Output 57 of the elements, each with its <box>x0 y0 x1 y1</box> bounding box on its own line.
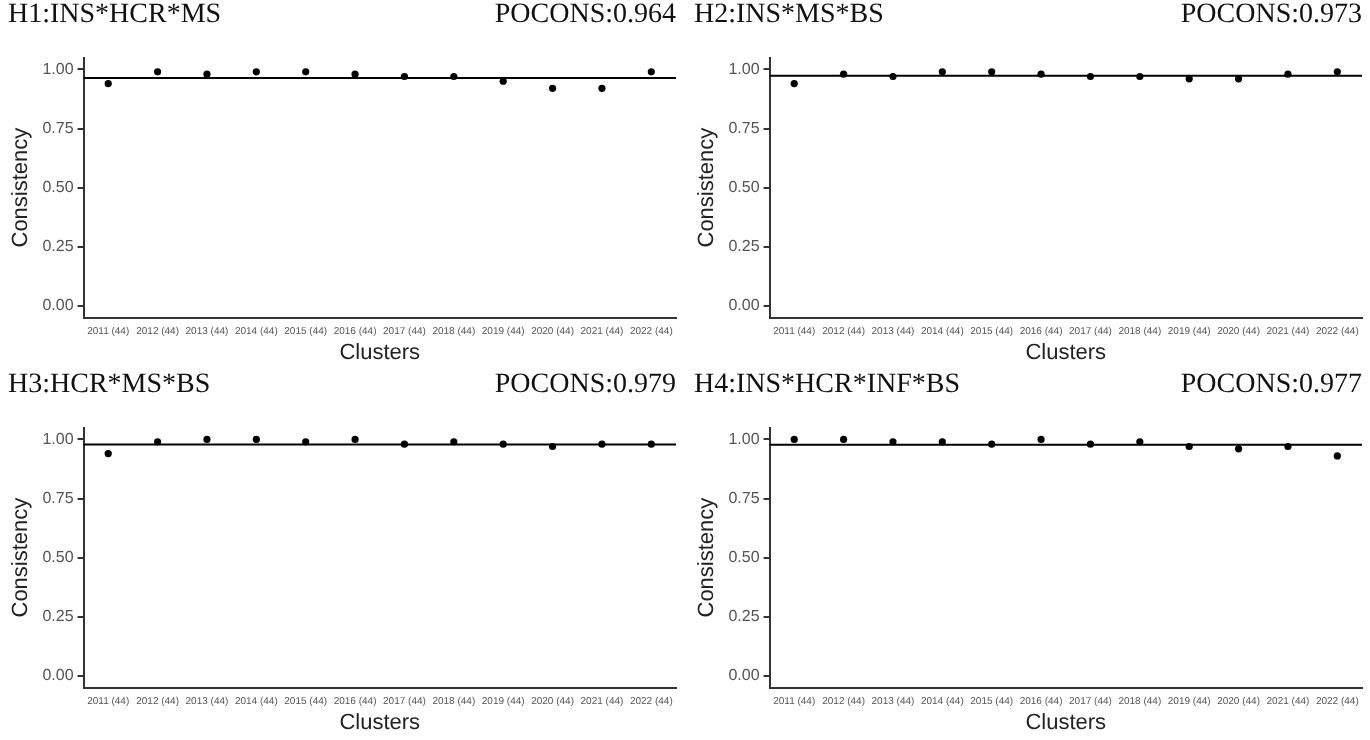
y-tick-label: 0.00 <box>42 666 75 685</box>
y-tick-label: 0.00 <box>42 296 75 315</box>
x-axis-title: Clusters <box>1025 710 1108 735</box>
point <box>203 70 211 78</box>
y-tick-label: 0.50 <box>728 548 761 567</box>
point <box>203 435 211 444</box>
y-tick-label: 0.25 <box>728 237 761 256</box>
point <box>252 435 260 444</box>
x-axis-title: Clusters <box>339 710 422 735</box>
y-tick-label: 1.00 <box>728 59 761 78</box>
y-axis-title: Consistency <box>9 496 34 618</box>
point <box>302 68 310 76</box>
y-tick-label: 0.75 <box>728 118 761 137</box>
y-tick-label: 0.75 <box>728 488 761 507</box>
y-tick-label: 1.00 <box>42 429 75 448</box>
y-tick-label: 0.75 <box>42 488 75 507</box>
point <box>154 68 162 76</box>
y-tick-label: 1.00 <box>728 429 761 448</box>
point <box>351 70 359 78</box>
y-tick-label: 0.75 <box>42 118 75 137</box>
y-tick-label: 0.00 <box>728 296 761 315</box>
text: POCONS:0.977 <box>1180 370 1362 402</box>
point <box>1037 435 1045 444</box>
text: POCONS:0.964 <box>494 0 676 32</box>
point <box>252 68 260 76</box>
point <box>1136 438 1144 446</box>
chart-title: H1:INS*HCR*MS <box>8 0 222 32</box>
y-tick-label: 0.25 <box>42 607 75 626</box>
y-axis-title: Consistency <box>695 496 720 618</box>
x-axis-title: Clusters <box>339 340 422 365</box>
y-tick-label: 0.25 <box>728 607 761 626</box>
chart-title: H3:HCR*MS*BS <box>8 370 211 402</box>
y-tick-label: 0.25 <box>42 237 75 256</box>
point <box>790 435 798 444</box>
y-tick-label: 0.00 <box>728 666 761 685</box>
point <box>351 435 359 444</box>
x-axis-title: Clusters <box>1025 340 1108 365</box>
chart-title: H2:INS*MS*BS <box>694 0 884 32</box>
y-tick-label: 0.50 <box>728 178 761 197</box>
point <box>104 450 112 458</box>
y-tick-label: 1.00 <box>42 59 75 78</box>
point <box>840 435 848 444</box>
text: POCONS:0.973 <box>1180 0 1362 32</box>
y-axis-title: Consistency <box>9 126 34 248</box>
chart-title: H4:INS*HCR*INF*BS <box>694 370 961 402</box>
point <box>889 438 897 446</box>
point <box>1333 452 1341 460</box>
text: POCONS:0.979 <box>494 370 676 402</box>
point <box>647 68 655 76</box>
point <box>104 80 112 88</box>
y-tick-label: 0.50 <box>42 178 75 197</box>
point <box>938 438 946 446</box>
y-axis-title: Consistency <box>695 126 720 248</box>
point <box>548 84 557 92</box>
y-tick-label: 0.50 <box>42 548 75 567</box>
point <box>1234 445 1243 453</box>
point <box>598 84 606 92</box>
